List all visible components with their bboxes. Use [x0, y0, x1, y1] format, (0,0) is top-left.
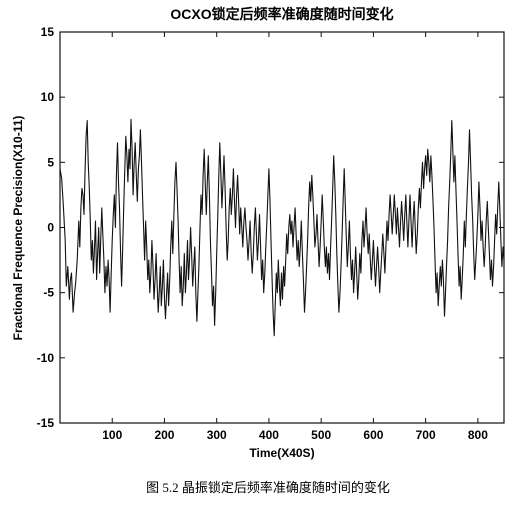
x-tick-label: 300 [207, 428, 227, 442]
data-series-group [59, 118, 505, 337]
y-tick-label: -10 [37, 351, 55, 365]
y-tick-label: 10 [41, 90, 55, 104]
y-tick-label: 0 [47, 221, 54, 235]
axis-ticks: 100 200 300 400 500 600 700 800 15 10 5 0 -5 -10 -15 [37, 25, 504, 442]
y-tick-label: 15 [41, 25, 55, 39]
y-axis-label: Fractional Frequence Precision(X10-11) [11, 116, 25, 341]
x-tick-label: 800 [468, 428, 488, 442]
x-tick-label: 200 [154, 428, 174, 442]
x-tick-label: 400 [259, 428, 279, 442]
x-axis-label: Time(X40S) [249, 446, 314, 460]
x-tick-label: 700 [416, 428, 436, 442]
y-tick-label: 5 [47, 155, 54, 169]
y-tick-label: -15 [37, 416, 55, 430]
figure-caption: 图 5.2 晶振锁定后频率准确度随时间的变化 [146, 480, 390, 495]
series-line-0 [59, 118, 505, 337]
x-tick-label: 500 [311, 428, 331, 442]
y-tick-label: -5 [43, 286, 54, 300]
x-tick-label: 600 [363, 428, 383, 442]
plot-frame [59, 31, 505, 424]
chart-title: OCXO锁定后频率准确度随时间变化 [170, 6, 393, 22]
x-tick-label: 100 [102, 428, 122, 442]
